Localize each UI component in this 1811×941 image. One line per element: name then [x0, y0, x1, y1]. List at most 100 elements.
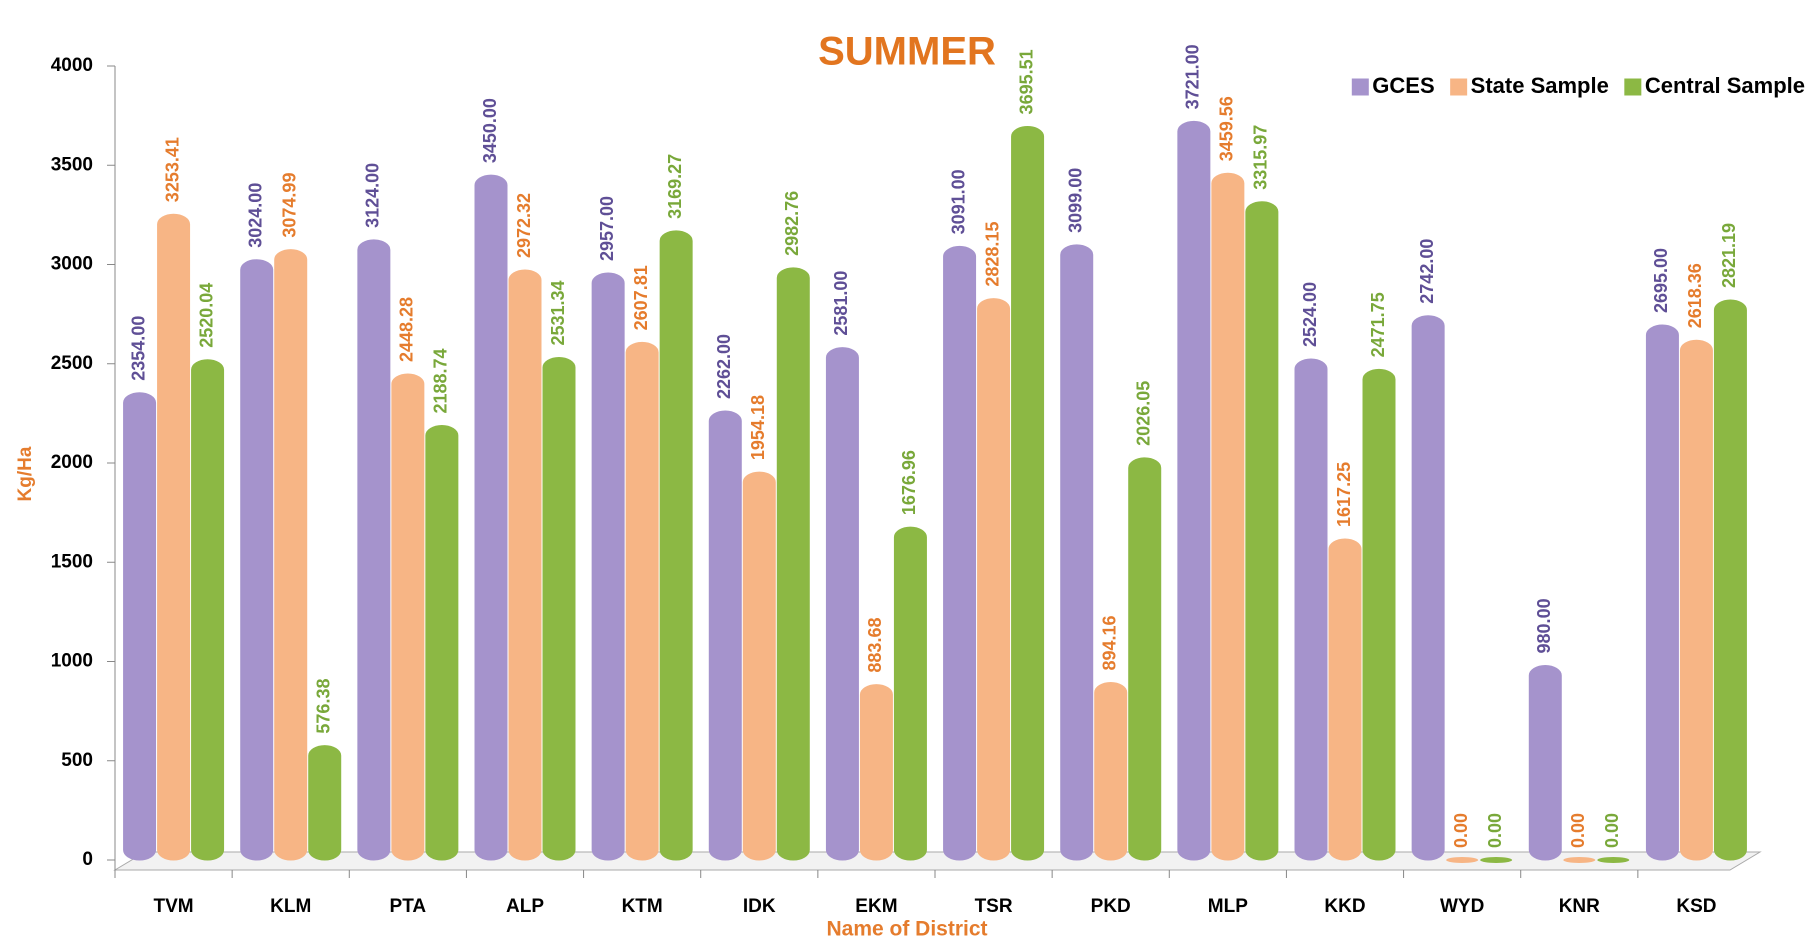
bar	[893, 526, 927, 861]
value-label: 2821.19	[1719, 223, 1739, 288]
value-label: 3721.00	[1183, 44, 1203, 109]
legend-label: State Sample	[1471, 73, 1609, 98]
value-label: 3695.51	[1016, 49, 1036, 114]
bar-base	[1597, 857, 1630, 863]
value-label: 2607.81	[631, 265, 651, 330]
x-tick-label: KLM	[270, 896, 311, 917]
value-label: 1954.18	[748, 395, 768, 460]
value-label: 0.00	[1485, 813, 1505, 848]
bar	[625, 341, 659, 861]
bar	[1094, 682, 1128, 861]
bar	[1645, 324, 1679, 861]
bar	[859, 684, 893, 861]
x-tick-label: PKD	[1091, 896, 1131, 917]
bar	[1245, 201, 1279, 861]
value-label: 883.68	[865, 618, 885, 673]
chart-title: SUMMER	[818, 30, 996, 74]
bar	[1713, 299, 1747, 861]
value-label: 2531.34	[548, 280, 568, 345]
value-label: 2972.32	[514, 193, 534, 258]
value-label: 2471.75	[1368, 292, 1388, 357]
bar	[659, 230, 693, 861]
value-label: 3099.00	[1065, 168, 1085, 233]
y-tick-label: 2000	[51, 452, 93, 473]
bar	[308, 745, 342, 861]
value-label: 980.00	[1534, 598, 1554, 653]
bar	[742, 471, 776, 861]
y-tick-label: 3000	[51, 254, 93, 275]
legend: GCES State Sample Central Sample	[1351, 73, 1805, 98]
bar	[123, 392, 157, 861]
value-label: 3315.97	[1251, 125, 1271, 190]
bar	[1362, 368, 1396, 861]
y-tick-label: 1000	[51, 651, 93, 672]
value-label: 0.00	[1568, 813, 1588, 848]
bar	[1011, 125, 1045, 861]
y-tick-label: 2500	[51, 353, 93, 374]
legend-swatch	[1624, 78, 1642, 96]
bar	[776, 267, 810, 861]
value-label: 0.00	[1602, 813, 1622, 848]
value-label: 3074.99	[279, 173, 299, 238]
value-label: 2520.04	[196, 283, 216, 348]
value-label: 3459.56	[1217, 96, 1237, 161]
value-label: 2742.00	[1417, 239, 1437, 304]
bar-base	[1563, 857, 1596, 863]
bar	[825, 347, 859, 861]
x-tick-label: ALP	[506, 896, 544, 917]
bar	[1060, 244, 1094, 861]
value-label: 2957.00	[597, 196, 617, 261]
value-label: 2188.74	[431, 348, 451, 413]
y-tick-label: 500	[61, 750, 93, 771]
bar	[357, 239, 391, 861]
bar	[1211, 172, 1245, 861]
bar	[977, 298, 1011, 861]
legend-label: GCES	[1372, 73, 1434, 98]
value-label: 2354.00	[128, 316, 148, 381]
bar	[425, 425, 459, 861]
value-label: 2581.00	[831, 271, 851, 336]
bar	[1128, 457, 1162, 861]
legend-swatch	[1351, 78, 1369, 96]
bar	[274, 249, 308, 861]
x-tick-label: PTA	[390, 896, 427, 917]
x-tick-label: EKM	[855, 896, 897, 917]
x-tick-label: KKD	[1324, 896, 1365, 917]
bar	[1528, 664, 1562, 861]
bar	[157, 213, 191, 861]
value-label: 894.16	[1099, 615, 1119, 670]
x-tick-label: KTM	[622, 896, 663, 917]
y-tick-label: 4000	[51, 55, 93, 76]
value-label: 3091.00	[948, 169, 968, 234]
value-label: 2262.00	[714, 334, 734, 399]
value-label: 2695.00	[1651, 248, 1671, 313]
legend-label: Central Sample	[1645, 73, 1805, 98]
bar	[508, 269, 542, 861]
x-tick-label: WYD	[1440, 896, 1484, 917]
value-label: 1676.96	[899, 450, 919, 515]
value-label: 2828.15	[982, 222, 1002, 287]
x-tick-label: IDK	[743, 896, 776, 917]
x-tick-label: KNR	[1559, 896, 1600, 917]
value-label: 3253.41	[162, 137, 182, 202]
bar-base	[1446, 857, 1479, 863]
bar	[391, 373, 425, 861]
x-axis-title: Name of District	[826, 918, 987, 941]
bar	[1294, 358, 1328, 861]
y-axis-title: Kg/Ha	[15, 446, 36, 501]
x-tick-label: KSD	[1676, 896, 1716, 917]
bar	[1328, 538, 1362, 861]
bar	[474, 174, 508, 861]
y-tick-label: 0	[82, 849, 93, 870]
value-label: 0.00	[1451, 813, 1471, 848]
value-label: 2618.36	[1685, 263, 1705, 328]
value-label: 3124.00	[363, 163, 383, 228]
x-tick-label: TSR	[975, 896, 1013, 917]
bar	[1679, 339, 1713, 861]
y-tick-label: 1500	[51, 551, 93, 572]
value-label: 2448.28	[397, 297, 417, 362]
value-label: 1617.25	[1334, 462, 1354, 527]
bar	[943, 245, 977, 861]
value-label: 2524.00	[1300, 282, 1320, 347]
